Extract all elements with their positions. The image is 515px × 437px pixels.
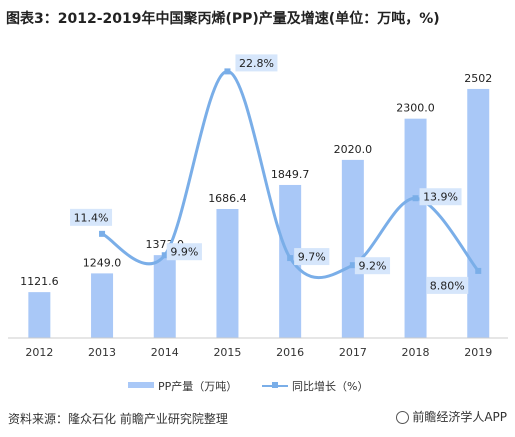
x-tick-2013: 2013 [88,346,116,359]
bar-value-label: 1121.6 [20,275,59,288]
bar-2015 [216,208,239,338]
bar-2016 [279,184,302,338]
growth-value-label: 13.9% [423,191,458,204]
bar-label-layer: 1121.61249.01373.01686.41849.72020.02300… [20,72,492,288]
bar-2017 [341,159,364,338]
legend-bar: PP产量（万吨） [128,378,237,394]
bar-value-label: 2020.0 [334,143,373,156]
legend-line: 同比增长（%） [262,378,368,394]
bar-layer [28,88,490,339]
x-tick-2017: 2017 [339,346,367,359]
growth-point-2016 [287,255,294,262]
growth-point-2014 [161,252,168,259]
growth-value-label: 8.80% [430,279,465,292]
legend-line-swatch [262,382,288,388]
growth-label-bg [426,276,469,294]
growth-point-2015 [224,68,231,75]
x-tick-2014: 2014 [151,346,179,359]
growth-value-label: 9.7% [298,251,326,264]
x-tick-2018: 2018 [402,346,430,359]
source-note: 资料来源：隆众石化 前瞻产业研究院整理 [8,412,228,426]
bar-2014 [153,255,176,338]
bar-value-label: 2502 [464,72,492,85]
brand-logo-icon [396,411,410,424]
growth-line-layer: 11.4% 9.9% 22.8% 9.7% 9.2% 13.9% 8.80% [70,54,482,294]
x-tick-2012: 2012 [25,346,53,359]
x-tick-2019: 2019 [464,346,492,359]
bar-2018 [404,118,427,338]
growth-value-label: 22.8% [239,57,274,70]
legend-bar-swatch [128,382,154,388]
growth-value-label: 11.4% [74,211,109,224]
x-tick-2015: 2015 [213,346,241,359]
bar-2013 [91,273,114,338]
growth-label-bg [419,188,462,206]
growth-value-label: 9.9% [170,246,198,259]
legend-line-label: 同比增长（%） [292,380,369,393]
bar-value-label: 2300.0 [396,102,435,115]
bar-2019 [467,88,490,339]
brand-name: 前瞻经济学人APP [412,410,507,424]
legend-bar-label: PP产量（万吨） [158,380,238,393]
x-tick-2016: 2016 [276,346,304,359]
bar-value-label: 1849.7 [271,168,310,181]
growth-label-bg [235,54,278,72]
growth-label-bg [70,208,113,226]
growth-point-2013 [99,230,106,237]
growth-label-bg [354,257,391,275]
growth-label-bg [294,248,330,266]
bar-2012 [28,292,51,338]
growth-value-label: 9.2% [358,260,386,273]
brand-mark: 前瞻经济学人APP [396,408,507,425]
x-tick-layer: 2012 2013 2014 2015 2016 2017 2018 2019 [25,346,492,359]
bar-value-label: 1249.0 [83,256,122,269]
growth-point-2019 [475,267,482,274]
chart-title: 图表3：2012-2019年中国聚丙烯(PP)产量及增速(单位：万吨，%) [6,11,440,27]
growth-point-2018 [412,195,419,202]
bar-value-label: 1686.4 [208,192,247,205]
growth-label-bg [166,243,202,261]
growth-point-2017 [349,262,356,269]
